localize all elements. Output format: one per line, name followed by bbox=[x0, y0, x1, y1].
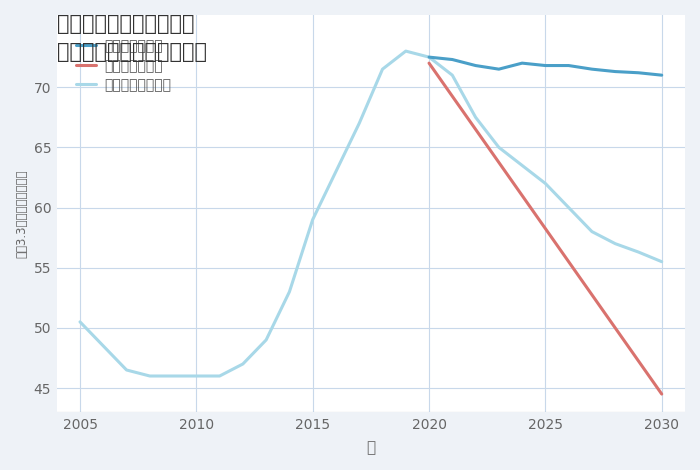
グッドシナリオ bbox=[541, 63, 550, 68]
グッドシナリオ bbox=[588, 66, 596, 72]
ノーマルシナリオ bbox=[76, 319, 84, 325]
グッドシナリオ bbox=[634, 70, 643, 76]
Y-axis label: 坪（3.3㎡）単価（万円）: 坪（3.3㎡）単価（万円） bbox=[15, 169, 28, 258]
ノーマルシナリオ bbox=[169, 373, 177, 379]
Line: グッドシナリオ: グッドシナリオ bbox=[429, 57, 662, 75]
グッドシナリオ bbox=[611, 69, 620, 74]
ノーマルシナリオ bbox=[588, 229, 596, 235]
ノーマルシナリオ bbox=[262, 337, 270, 343]
Line: ノーマルシナリオ: ノーマルシナリオ bbox=[80, 51, 661, 376]
ノーマルシナリオ bbox=[425, 55, 433, 60]
グッドシナリオ bbox=[425, 55, 433, 60]
ノーマルシナリオ bbox=[448, 72, 456, 78]
ノーマルシナリオ bbox=[146, 373, 154, 379]
グッドシナリオ bbox=[448, 57, 456, 63]
ノーマルシナリオ bbox=[216, 373, 224, 379]
ノーマルシナリオ bbox=[122, 367, 131, 373]
グッドシナリオ bbox=[495, 66, 503, 72]
ノーマルシナリオ bbox=[378, 66, 386, 72]
グッドシナリオ bbox=[471, 63, 480, 68]
ノーマルシナリオ bbox=[193, 373, 201, 379]
ノーマルシナリオ bbox=[657, 259, 666, 265]
Text: 福岡県太宰府市連歌屋の
中古マンションの価格推移: 福岡県太宰府市連歌屋の 中古マンションの価格推移 bbox=[57, 14, 206, 62]
ノーマルシナリオ bbox=[332, 169, 340, 174]
ノーマルシナリオ bbox=[495, 145, 503, 150]
グッドシナリオ bbox=[518, 60, 526, 66]
グッドシナリオ bbox=[564, 63, 573, 68]
ノーマルシナリオ bbox=[564, 205, 573, 211]
ノーマルシナリオ bbox=[634, 249, 643, 255]
X-axis label: 年: 年 bbox=[366, 440, 375, 455]
ノーマルシナリオ bbox=[611, 241, 620, 246]
ノーマルシナリオ bbox=[402, 48, 410, 54]
ノーマルシナリオ bbox=[518, 163, 526, 168]
ノーマルシナリオ bbox=[309, 217, 317, 222]
ノーマルシナリオ bbox=[285, 289, 293, 295]
ノーマルシナリオ bbox=[239, 361, 247, 367]
ノーマルシナリオ bbox=[99, 343, 108, 349]
グッドシナリオ bbox=[657, 72, 666, 78]
ノーマルシナリオ bbox=[355, 120, 363, 126]
ノーマルシナリオ bbox=[541, 180, 550, 186]
ノーマルシナリオ bbox=[471, 115, 480, 120]
Legend: グッドシナリオ, バッドシナリオ, ノーマルシナリオ: グッドシナリオ, バッドシナリオ, ノーマルシナリオ bbox=[70, 34, 177, 98]
